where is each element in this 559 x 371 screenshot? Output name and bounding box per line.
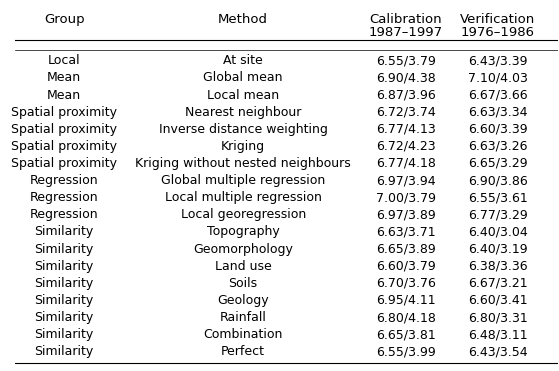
Text: Local mean: Local mean xyxy=(207,89,279,102)
Text: Local georegression: Local georegression xyxy=(181,209,306,221)
Text: Combination: Combination xyxy=(203,328,283,341)
Text: 1987–1997: 1987–1997 xyxy=(369,26,443,39)
Text: 6.77/3.29: 6.77/3.29 xyxy=(468,209,528,221)
Text: Similarity: Similarity xyxy=(35,345,94,358)
Text: Spatial proximity: Spatial proximity xyxy=(11,140,117,153)
Text: Spatial proximity: Spatial proximity xyxy=(11,157,117,170)
Text: 6.38/3.36: 6.38/3.36 xyxy=(468,260,528,273)
Text: 6.55/3.99: 6.55/3.99 xyxy=(376,345,435,358)
Text: Rainfall: Rainfall xyxy=(220,311,267,324)
Text: Similarity: Similarity xyxy=(35,243,94,256)
Text: Mean: Mean xyxy=(47,71,81,84)
Text: 6.97/3.94: 6.97/3.94 xyxy=(376,174,435,187)
Text: Verification: Verification xyxy=(461,13,536,26)
Text: 6.77/4.13: 6.77/4.13 xyxy=(376,123,435,136)
Text: Similarity: Similarity xyxy=(35,226,94,239)
Text: Regression: Regression xyxy=(30,174,98,187)
Text: 6.65/3.89: 6.65/3.89 xyxy=(376,243,435,256)
Text: 7.00/3.79: 7.00/3.79 xyxy=(376,191,436,204)
Text: Topography: Topography xyxy=(207,226,280,239)
Text: 6.95/4.11: 6.95/4.11 xyxy=(376,294,435,307)
Text: 6.65/3.29: 6.65/3.29 xyxy=(468,157,528,170)
Text: 6.72/4.23: 6.72/4.23 xyxy=(376,140,435,153)
Text: Similarity: Similarity xyxy=(35,277,94,290)
Text: 6.65/3.81: 6.65/3.81 xyxy=(376,328,435,341)
Text: 6.60/3.79: 6.60/3.79 xyxy=(376,260,435,273)
Text: Land use: Land use xyxy=(215,260,272,273)
Text: Kriging without nested neighbours: Kriging without nested neighbours xyxy=(135,157,351,170)
Text: Local multiple regression: Local multiple regression xyxy=(165,191,321,204)
Text: 6.40/3.19: 6.40/3.19 xyxy=(468,243,528,256)
Text: Soils: Soils xyxy=(229,277,258,290)
Text: 6.60/3.41: 6.60/3.41 xyxy=(468,294,528,307)
Text: Spatial proximity: Spatial proximity xyxy=(11,123,117,136)
Text: 1976–1986: 1976–1986 xyxy=(461,26,535,39)
Text: 6.67/3.66: 6.67/3.66 xyxy=(468,89,528,102)
Text: 6.90/4.38: 6.90/4.38 xyxy=(376,71,435,84)
Text: Mean: Mean xyxy=(47,89,81,102)
Text: Similarity: Similarity xyxy=(35,260,94,273)
Text: Regression: Regression xyxy=(30,209,98,221)
Text: Global multiple regression: Global multiple regression xyxy=(161,174,325,187)
Text: Kriging: Kriging xyxy=(221,140,265,153)
Text: 6.40/3.04: 6.40/3.04 xyxy=(468,226,528,239)
Text: Similarity: Similarity xyxy=(35,294,94,307)
Text: 6.60/3.39: 6.60/3.39 xyxy=(468,123,528,136)
Text: Calibration: Calibration xyxy=(369,13,442,26)
Text: 6.72/3.74: 6.72/3.74 xyxy=(376,106,435,119)
Text: Geomorphology: Geomorphology xyxy=(193,243,293,256)
Text: 6.70/3.76: 6.70/3.76 xyxy=(376,277,435,290)
Text: 6.90/3.86: 6.90/3.86 xyxy=(468,174,528,187)
Text: Nearest neighbour: Nearest neighbour xyxy=(185,106,301,119)
Text: 6.63/3.34: 6.63/3.34 xyxy=(468,106,528,119)
Text: Regression: Regression xyxy=(30,191,98,204)
Text: 6.87/3.96: 6.87/3.96 xyxy=(376,89,435,102)
Text: Similarity: Similarity xyxy=(35,311,94,324)
Text: 6.80/4.18: 6.80/4.18 xyxy=(376,311,435,324)
Text: Spatial proximity: Spatial proximity xyxy=(11,106,117,119)
Text: 6.67/3.21: 6.67/3.21 xyxy=(468,277,528,290)
Text: Inverse distance weighting: Inverse distance weighting xyxy=(159,123,328,136)
Text: Geology: Geology xyxy=(217,294,269,307)
Text: 6.43/3.54: 6.43/3.54 xyxy=(468,345,528,358)
Text: Group: Group xyxy=(44,13,84,26)
Text: 6.97/3.89: 6.97/3.89 xyxy=(376,209,435,221)
Text: 6.55/3.61: 6.55/3.61 xyxy=(468,191,528,204)
Text: At site: At site xyxy=(223,54,263,67)
Text: 6.63/3.71: 6.63/3.71 xyxy=(376,226,435,239)
Text: 6.80/3.31: 6.80/3.31 xyxy=(468,311,528,324)
Text: 6.55/3.79: 6.55/3.79 xyxy=(376,54,435,67)
Text: 6.77/4.18: 6.77/4.18 xyxy=(376,157,435,170)
Text: 6.63/3.26: 6.63/3.26 xyxy=(468,140,528,153)
Text: 6.43/3.39: 6.43/3.39 xyxy=(468,54,528,67)
Text: Local: Local xyxy=(48,54,80,67)
Text: 6.48/3.11: 6.48/3.11 xyxy=(468,328,528,341)
Text: Global mean: Global mean xyxy=(203,71,283,84)
Text: Method: Method xyxy=(218,13,268,26)
Text: Similarity: Similarity xyxy=(35,328,94,341)
Text: 7.10/4.03: 7.10/4.03 xyxy=(468,71,528,84)
Text: Perfect: Perfect xyxy=(221,345,265,358)
